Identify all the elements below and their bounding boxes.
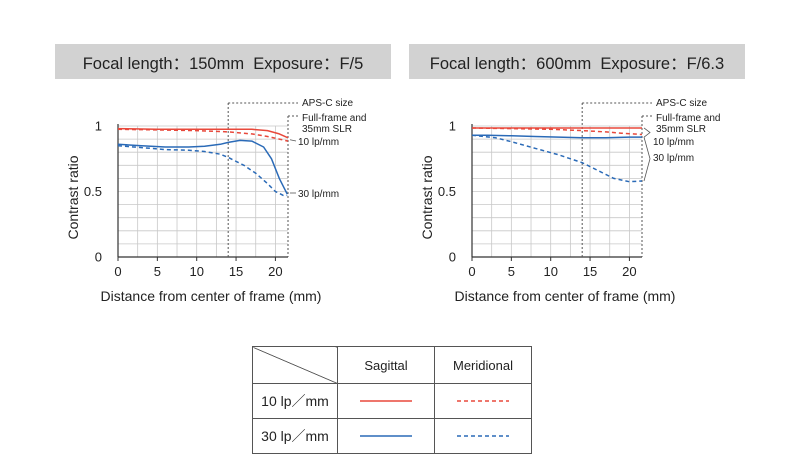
lp10-label: 10 lp/mm bbox=[298, 137, 339, 148]
fullframe-label: Full-frame and bbox=[656, 113, 720, 124]
x-axis-title: Distance from center of frame (mm) bbox=[455, 288, 676, 304]
series-line bbox=[472, 134, 642, 139]
lp10-leader-line bbox=[289, 139, 297, 142]
y-tick-label: 0.5 bbox=[84, 184, 102, 199]
x-tick-label: 0 bbox=[468, 264, 475, 279]
y-tick-label: 0 bbox=[95, 250, 102, 265]
lp10-label: 10 lp/mm bbox=[653, 137, 694, 148]
chart-panel-150mm: Focal length：150mm Exposure：F/5 0 5 10 15 20… bbox=[52, 44, 392, 314]
legend-row-label: 10 lp／mm bbox=[252, 383, 338, 419]
chart-title: Focal length：600mm Exposure：F/6.3 bbox=[409, 44, 745, 79]
legend-row-10lp: 10 lp／mm bbox=[252, 383, 532, 419]
chart-title: Focal length：150mm Exposure：F/5 bbox=[55, 44, 391, 79]
x-tick-label: 5 bbox=[154, 264, 161, 279]
fullframe-label-line2: 35mm SLR bbox=[302, 124, 352, 135]
y-tick-label: 0.5 bbox=[438, 184, 456, 199]
x-tick-label: 20 bbox=[622, 264, 636, 279]
legend-col-sagittal: Sagittal bbox=[337, 346, 435, 384]
legend-corner-cell bbox=[252, 346, 338, 384]
y-tick-label: 1 bbox=[449, 119, 456, 134]
y-tick-label: 0 bbox=[449, 250, 456, 265]
y-tick-label: 1 bbox=[95, 119, 102, 134]
legend-swatch-cell bbox=[434, 383, 532, 419]
fullframe-label: Full-frame and bbox=[302, 113, 366, 124]
legend-swatch-cell bbox=[337, 418, 435, 454]
legend-col-meridional: Meridional bbox=[434, 346, 532, 384]
series-group bbox=[471, 127, 643, 183]
legend-header-row: Sagittal Meridional bbox=[252, 346, 532, 384]
x-tick-label: 10 bbox=[543, 264, 557, 279]
lp30-bracket bbox=[643, 137, 651, 182]
x-tick-label: 15 bbox=[583, 264, 597, 279]
series-line bbox=[471, 134, 643, 183]
legend-swatch-30-meridional bbox=[457, 435, 509, 437]
grid-lines bbox=[472, 125, 642, 257]
legend-swatch-cell bbox=[434, 418, 532, 454]
mtf-chart-600mm: 0 5 10 15 20 0 0.5 1 Distance from center of fra… bbox=[419, 98, 720, 304]
x-tick-label: 5 bbox=[508, 264, 515, 279]
series-line bbox=[471, 127, 643, 136]
lp30-label: 30 lp/mm bbox=[653, 153, 694, 164]
legend-row-30lp: 30 lp／mm bbox=[252, 418, 532, 454]
y-axis-title: Contrast ratio bbox=[65, 155, 81, 239]
legend-table: Sagittal Meridional 10 lp／mm 30 lp／mm bbox=[252, 346, 532, 454]
series-line bbox=[117, 144, 288, 197]
series-group bbox=[117, 127, 289, 197]
x-axis-title: Distance from center of frame (mm) bbox=[101, 288, 322, 304]
series-line bbox=[117, 127, 289, 139]
x-tick-label: 10 bbox=[189, 264, 203, 279]
apsc-label: APS-C size bbox=[302, 98, 354, 109]
mtf-chart-150mm: 0 5 10 15 20 0 0.5 1 Distance from center of fra… bbox=[65, 98, 366, 304]
lp30-label: 30 lp/mm bbox=[298, 189, 339, 200]
chart-panel-600mm: Focal length：600mm Exposure：F/6.3 0 5 10 15… bbox=[406, 44, 746, 314]
x-tick-label: 0 bbox=[114, 264, 121, 279]
legend-row-label: 30 lp／mm bbox=[252, 418, 338, 454]
legend-swatch-cell bbox=[337, 383, 435, 419]
series-line bbox=[117, 139, 288, 195]
apsc-label: APS-C size bbox=[656, 98, 708, 109]
fullframe-label-line2: 35mm SLR bbox=[656, 124, 706, 135]
legend-swatch-10-meridional bbox=[457, 400, 509, 402]
y-axis-title: Contrast ratio bbox=[419, 155, 435, 239]
grid-lines bbox=[118, 125, 288, 257]
lp10-bracket bbox=[643, 127, 651, 138]
x-tick-label: 20 bbox=[268, 264, 282, 279]
series-line bbox=[117, 128, 289, 142]
legend-swatch-10-sagittal bbox=[360, 400, 412, 402]
x-tick-label: 15 bbox=[229, 264, 243, 279]
legend-swatch-30-sagittal bbox=[360, 435, 412, 437]
